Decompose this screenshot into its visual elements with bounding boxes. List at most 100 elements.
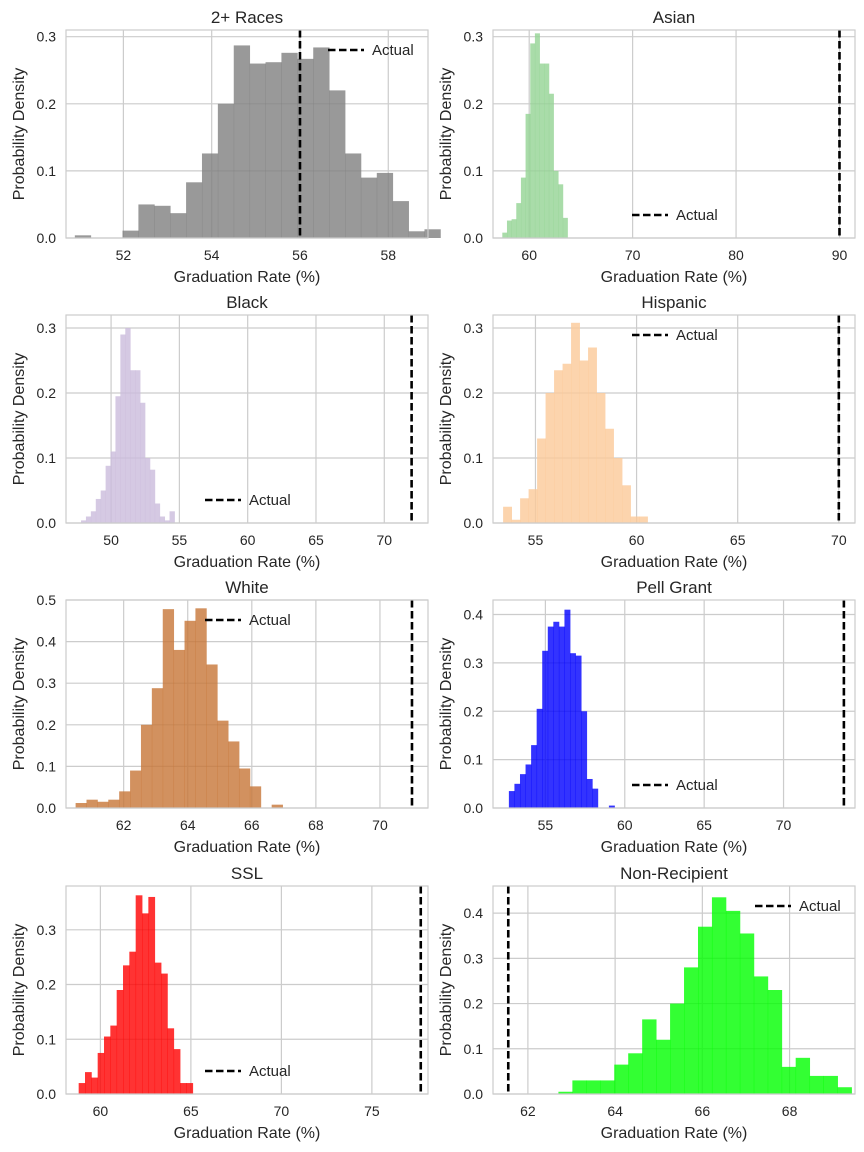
histogram-bar [548,93,554,239]
histogram-bars [508,609,615,808]
histogram-bar [725,910,741,1094]
subplot-3: 50 55 60 65 70 0.0 0.1 0.2 0.3 Black Graduation Ra… [11,293,429,571]
histogram-bar [581,711,588,808]
histogram-bar [75,803,87,808]
y-axis-label: Probability Density [438,353,455,486]
histogram-bar [74,235,92,238]
histogram-bar [753,976,769,1094]
histogram-bar [201,153,219,238]
x-axis-label: Graduation Rate (%) [601,269,748,286]
y-tick-label: 0.3 [464,29,484,45]
panel-title: Hispanic [641,293,707,312]
x-axis-label: Graduation Rate (%) [174,839,321,856]
histogram-bar [586,778,593,808]
histogram-bar [424,229,441,238]
histogram-bar [297,58,314,238]
histogram-bar [564,609,571,808]
histogram-bar [95,498,102,523]
x-tick-label: 70 [831,532,847,548]
histogram-bar [130,370,136,523]
histogram-bar [173,649,185,808]
axes-frame [492,885,856,1095]
histogram-bar [622,485,631,523]
histogram-bar [516,203,522,238]
histogram-bar [110,451,116,523]
histogram-bar [503,506,512,523]
histogram-bar [600,1080,615,1094]
histogram-bar [809,1075,824,1094]
x-tick-label: 65 [730,532,746,548]
histogram-bar [572,1080,587,1094]
subplot-1: 52 54 56 58 0.0 0.1 0.2 0.3 2+ Races Graduation R… [11,8,441,286]
histogram-bar [129,951,137,1094]
histogram-bars [75,608,283,808]
y-tick-label: 0.4 [464,905,484,921]
histogram-bar [238,768,251,808]
x-tick-label: 52 [116,247,132,263]
subplot-8: 62 64 66 68 0.0 0.1 0.2 0.3 0.4 Non-Recipient Grad… [438,864,856,1142]
histogram-bar [154,962,162,1094]
histogram-bar [122,230,139,238]
histogram-bar [180,1083,187,1094]
y-tick-label: 0.2 [37,96,57,112]
histogram-bar [520,177,526,238]
histogram-bar [592,788,599,808]
histogram-bar [539,63,545,238]
x-axis-label: Graduation Rate (%) [174,269,321,286]
y-axis-label: Probability Density [11,924,28,1057]
histogram-bar [639,516,648,523]
histogram-bar [525,113,531,238]
x-tick-label: 56 [292,247,308,263]
histogram-bar [530,43,536,238]
histogram-bar [217,720,229,808]
y-tick-label: 0.2 [37,717,57,733]
axes-frame [492,314,856,524]
x-axis-label: Graduation Rate (%) [174,1125,321,1142]
histogram-bar [534,33,540,238]
histogram-bar [115,396,121,523]
x-tick-label: 70 [372,817,388,833]
histogram-bar [519,774,526,808]
x-tick-label: 70 [376,532,392,548]
histogram-bar [502,232,508,238]
histogram-bar [86,799,98,808]
histogram-bar [408,231,425,238]
y-tick-label: 0.1 [37,758,57,774]
histogram-bar [140,724,153,808]
axes-frame [65,29,429,239]
y-tick-label: 0.1 [464,163,484,179]
y-tick-label: 0.1 [464,752,484,768]
y-tick-label: 0.3 [464,655,484,671]
histogram-bar [233,45,251,239]
histogram-bar [562,363,572,523]
histogram-bar [739,933,755,1094]
x-tick-label: 66 [695,1103,711,1119]
histogram-bar [545,393,555,523]
histogram-bar [511,519,521,523]
histogram-bar [217,103,235,238]
y-tick-label: 0.0 [464,515,484,531]
y-tick-label: 0.4 [464,607,484,623]
histogram-bar [105,465,111,523]
panel-title: Black [226,293,268,312]
y-axis-label: Probability Density [438,924,455,1057]
histogram-bar [614,1064,629,1094]
x-tick-label: 60 [521,247,537,263]
histogram-bar [206,664,218,808]
legend: Actual [632,207,718,224]
legend-label: Actual [249,612,291,629]
histogram-bar [151,688,164,808]
axes-frame [492,599,856,809]
histogram-bar [195,608,207,808]
legend-label: Actual [799,898,841,915]
y-tick-label: 0.3 [37,922,57,938]
histogram-bar [186,1083,194,1094]
histogram-bar [154,503,161,523]
histogram-bar [135,370,141,523]
histogram-bar [186,182,203,238]
histogram-bar [558,1091,573,1094]
x-tick-label: 64 [180,817,196,833]
histogram-bar [110,1025,118,1094]
histogram-bar [642,1019,657,1094]
histogram-bar [138,204,155,238]
